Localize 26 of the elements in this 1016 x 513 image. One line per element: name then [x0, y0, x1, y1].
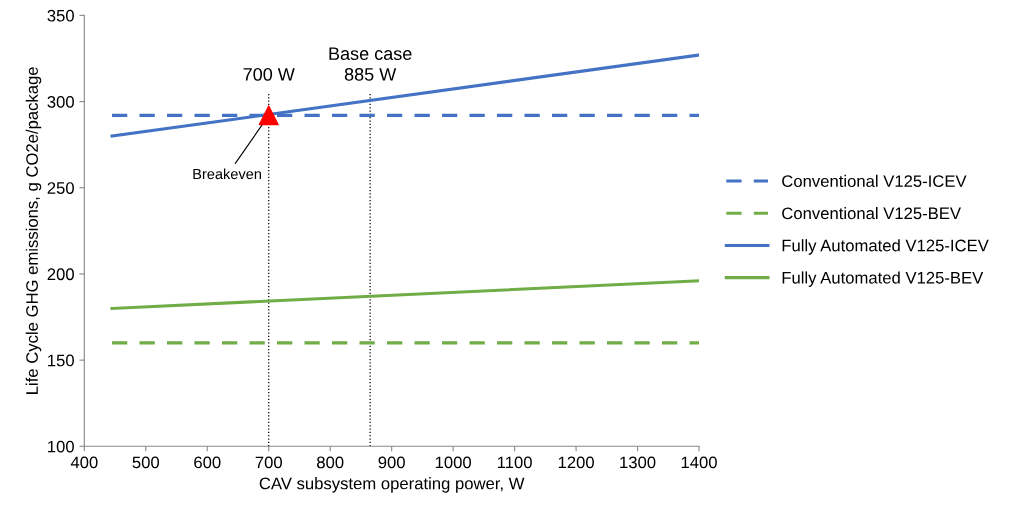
- y-tick-label: 350: [47, 9, 74, 22]
- y-tick-label: 150: [48, 354, 74, 367]
- y-tick-label: 100: [48, 440, 74, 453]
- y-tick-label: 200: [47, 268, 74, 281]
- ref-line-label: 700 W: [243, 67, 295, 81]
- x-tick-label: 700: [255, 456, 282, 469]
- x-tick-label: 800: [317, 456, 344, 469]
- x-tick-label: 400: [70, 456, 98, 469]
- x-tick-label: 1100: [497, 456, 532, 469]
- legend-label: Conventional V125-ICEV: [782, 174, 967, 188]
- legend-label: Conventional V125-BEV: [782, 206, 961, 220]
- x-tick-label: 600: [194, 456, 221, 469]
- y-tick-label: 300: [47, 95, 74, 108]
- legend-label: Fully Automated V125-ICEV: [782, 239, 989, 255]
- y-tick-label: 250: [47, 182, 74, 194]
- ref-line-label: Base case 885 W: [329, 47, 412, 81]
- x-tick-label: 1000: [435, 456, 472, 469]
- y-axis-title: Life Cycle GHG emissions, g CO2e/package: [25, 67, 42, 394]
- x-tick-label: 1200: [558, 456, 594, 469]
- legend-label: Fully Automated V125-BEV: [782, 271, 984, 287]
- x-tick-label: 1400: [681, 456, 717, 469]
- x-tick-label: 500: [132, 456, 160, 469]
- x-axis-title: CAV subsystem operating power, W: [259, 477, 525, 493]
- x-tick-label: 900: [378, 456, 405, 469]
- x-tick-label: 1300: [620, 456, 656, 469]
- annotation: Breakeven: [193, 168, 261, 180]
